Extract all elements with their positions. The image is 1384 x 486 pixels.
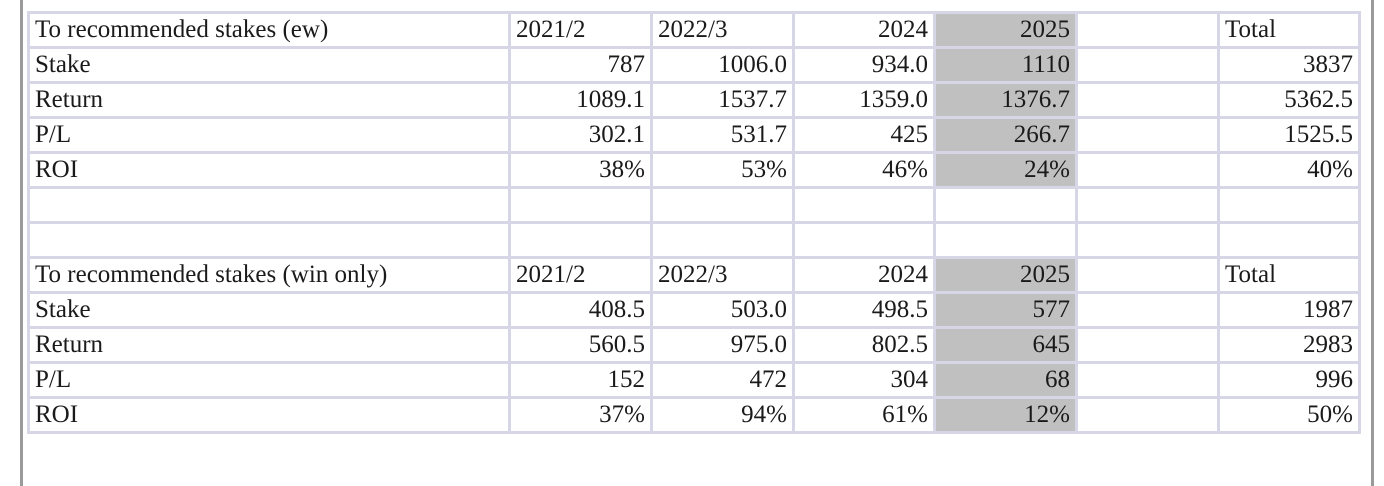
value-cell: 787 (508, 46, 653, 84)
empty-cell (650, 186, 795, 224)
value-cell: 38% (508, 151, 653, 189)
table-row: ROI 38% 53% 46% 24% 40% (27, 151, 1361, 189)
period-header: 2024 (792, 256, 936, 294)
empty-cell (27, 221, 511, 259)
empty-cell (1075, 256, 1220, 294)
total-header: Total (1217, 11, 1361, 49)
table-row (27, 221, 1361, 259)
total-cell: 40% (1217, 151, 1361, 189)
value-cell: 560.5 (508, 326, 653, 364)
total-header: Total (1217, 256, 1361, 294)
empty-cell (1075, 11, 1220, 49)
empty-cell (508, 186, 653, 224)
value-cell: 425 (792, 116, 936, 154)
section-title: To recommended stakes (win only) (27, 256, 511, 294)
table-row: To recommended stakes (ew) 2021/2 2022/3 20… (27, 11, 1361, 49)
total-cell: 996 (1217, 361, 1361, 399)
table-row: Return 560.5 975.0 802.5 645 2983 (27, 326, 1361, 364)
period-header: 2021/2 (508, 256, 653, 294)
empty-cell (792, 221, 936, 259)
value-cell: 12% (933, 396, 1078, 434)
value-cell: 802.5 (792, 326, 936, 364)
total-cell: 5362.5 (1217, 81, 1361, 119)
value-cell: 472 (650, 361, 795, 399)
value-cell: 1376.7 (933, 81, 1078, 119)
row-label: Return (27, 326, 511, 364)
value-cell: 37% (508, 396, 653, 434)
value-cell: 934.0 (792, 46, 936, 84)
value-cell: 975.0 (650, 326, 795, 364)
page-frame (20, 0, 1374, 486)
value-cell: 1359.0 (792, 81, 936, 119)
value-cell: 408.5 (508, 291, 653, 329)
value-cell: 531.7 (650, 116, 795, 154)
empty-cell (508, 221, 653, 259)
empty-cell (1075, 186, 1220, 224)
value-cell: 304 (792, 361, 936, 399)
value-cell: 577 (933, 291, 1078, 329)
empty-cell (1217, 186, 1361, 224)
value-cell: 1110 (933, 46, 1078, 84)
empty-cell (1075, 81, 1220, 119)
table-row: P/L 152 472 304 68 996 (27, 361, 1361, 399)
empty-cell (650, 221, 795, 259)
empty-cell (1075, 291, 1220, 329)
total-cell: 1987 (1217, 291, 1361, 329)
value-cell: 302.1 (508, 116, 653, 154)
row-label: Stake (27, 46, 511, 84)
value-cell: 68 (933, 361, 1078, 399)
period-header: 2022/3 (650, 11, 795, 49)
empty-cell (1075, 221, 1220, 259)
period-header: 2022/3 (650, 256, 795, 294)
empty-cell (1075, 151, 1220, 189)
table-row: To recommended stakes (win only) 2021/2 20… (27, 256, 1361, 294)
empty-cell (933, 221, 1078, 259)
period-header: 2024 (792, 11, 936, 49)
value-cell: 1006.0 (650, 46, 795, 84)
row-label: Return (27, 81, 511, 119)
value-cell: 503.0 (650, 291, 795, 329)
value-cell: 94% (650, 396, 795, 434)
row-label: P/L (27, 361, 511, 399)
value-cell: 266.7 (933, 116, 1078, 154)
value-cell: 645 (933, 326, 1078, 364)
value-cell: 1089.1 (508, 81, 653, 119)
empty-cell (1217, 221, 1361, 259)
row-label: P/L (27, 116, 511, 154)
value-cell: 498.5 (792, 291, 936, 329)
empty-cell (27, 186, 511, 224)
value-cell: 152 (508, 361, 653, 399)
total-cell: 1525.5 (1217, 116, 1361, 154)
table-row: Stake 787 1006.0 934.0 1110 3837 (27, 46, 1361, 84)
total-cell: 2983 (1217, 326, 1361, 364)
section-title: To recommended stakes (ew) (27, 11, 511, 49)
empty-cell (1075, 46, 1220, 84)
value-cell: 61% (792, 396, 936, 434)
period-header: 2025 (933, 11, 1078, 49)
value-cell: 53% (650, 151, 795, 189)
value-cell: 24% (933, 151, 1078, 189)
value-cell: 1537.7 (650, 81, 795, 119)
table-row (27, 186, 1361, 224)
empty-cell (1075, 361, 1220, 399)
table-row: Return 1089.1 1537.7 1359.0 1376.7 5362.5 (27, 81, 1361, 119)
value-cell: 46% (792, 151, 936, 189)
empty-cell (1075, 326, 1220, 364)
row-label: ROI (27, 396, 511, 434)
total-cell: 50% (1217, 396, 1361, 434)
table-row: ROI 37% 94% 61% 12% 50% (27, 396, 1361, 434)
empty-cell (933, 186, 1078, 224)
period-header: 2025 (933, 256, 1078, 294)
table-row: P/L 302.1 531.7 425 266.7 1525.5 (27, 116, 1361, 154)
row-label: Stake (27, 291, 511, 329)
table-row: Stake 408.5 503.0 498.5 577 1987 (27, 291, 1361, 329)
period-header: 2021/2 (508, 11, 653, 49)
empty-cell (1075, 396, 1220, 434)
empty-cell (792, 186, 936, 224)
row-label: ROI (27, 151, 511, 189)
results-table: To recommended stakes (ew) 2021/2 2022/3 20… (27, 11, 1361, 434)
total-cell: 3837 (1217, 46, 1361, 84)
empty-cell (1075, 116, 1220, 154)
